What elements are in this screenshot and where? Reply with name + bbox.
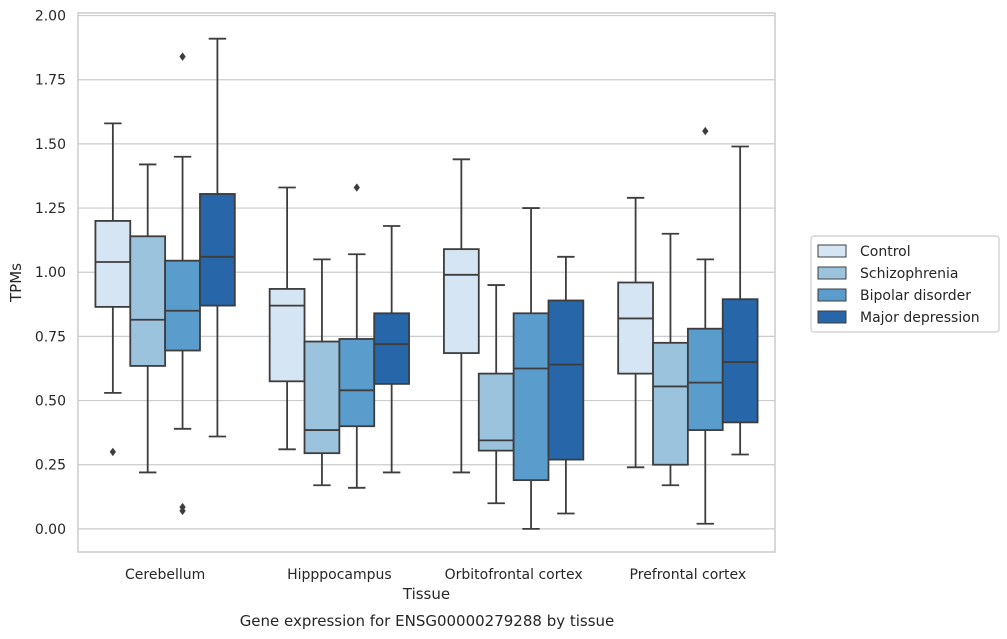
box-major-depression [373, 225, 410, 474]
box-body [721, 298, 759, 424]
box-body [268, 288, 306, 383]
box-major-depression [547, 255, 585, 515]
y-tick-label: 1.00 [35, 265, 66, 281]
box-control [443, 158, 480, 474]
box-body [617, 281, 654, 375]
box-bipolar-disorder [338, 183, 376, 489]
legend-swatch [817, 310, 847, 324]
x-tick-label: Cerebellum [125, 567, 205, 583]
box-body [652, 341, 689, 466]
y-tick-label: 1.75 [35, 73, 66, 89]
box-body [94, 219, 132, 308]
box-body [547, 299, 585, 461]
y-axis-ticks: 0.00 0.25 0.50 0.75 1.00 1.25 1.50 1.75 2.00 [35, 9, 66, 538]
box-schizophrenia [652, 232, 689, 487]
legend-label: Schizophrenia [860, 266, 958, 282]
y-tick-label: 1.50 [35, 137, 66, 153]
box-schizophrenia [303, 258, 341, 487]
box-bipolar-disorder [512, 207, 550, 530]
x-axis-label: Tissue [402, 585, 450, 603]
legend-swatch [817, 288, 847, 302]
legend-label: Major depression [860, 310, 980, 326]
legend-label: Bipolar disorder [860, 288, 971, 304]
legend-swatch [817, 244, 847, 258]
legend: Control Schizophrenia Bipolar disorder Majo… [810, 235, 1000, 333]
box-body [477, 372, 515, 452]
outlier-point [179, 52, 186, 61]
box-control [94, 122, 132, 457]
box-body [686, 327, 724, 431]
box-body [199, 193, 236, 307]
y-tick-label: 0.75 [35, 329, 66, 345]
y-tick-label: 0.25 [35, 458, 66, 474]
x-tick-label: Orbitofrontal cortex [445, 567, 583, 583]
box-body [129, 235, 167, 367]
x-axis-ticks: Cerebellum Hipppocampus Orbitofrontal cort… [125, 567, 746, 583]
legend-frame [810, 235, 1000, 333]
y-tick-label: 0.00 [35, 522, 66, 538]
box-body [373, 312, 410, 385]
x-tick-label: Hipppocampus [287, 567, 392, 583]
outlier-point [702, 126, 709, 136]
box-body [164, 259, 201, 352]
plot-area-frame [77, 12, 776, 553]
box-major-depression [199, 37, 236, 438]
legend-label: Control [860, 244, 911, 260]
box-bipolar-disorder [686, 126, 724, 525]
box-groups [94, 37, 759, 530]
outlier-point [179, 506, 186, 516]
y-tick-label: 0.50 [35, 394, 66, 410]
box-major-depression [721, 145, 759, 456]
x-tick-label: Prefrontal cortex [630, 567, 747, 583]
outlier-point [353, 183, 360, 192]
box-control [268, 186, 306, 451]
y-tick-label: 1.25 [35, 201, 66, 217]
box-body [512, 312, 550, 482]
y-axis-label: TPMs [7, 263, 25, 303]
legend-swatch [817, 266, 847, 280]
box-schizophrenia [129, 163, 167, 474]
box-control [617, 196, 654, 469]
box-schizophrenia [477, 284, 515, 505]
chart-title: Gene expression for ENSG00000279288 by t… [240, 612, 615, 630]
box-body [338, 338, 376, 428]
outlier-point [109, 447, 116, 457]
box-body [443, 248, 480, 354]
box-body [303, 340, 341, 455]
y-tick-label: 2.00 [35, 9, 66, 25]
box-bipolar-disorder [164, 52, 201, 516]
